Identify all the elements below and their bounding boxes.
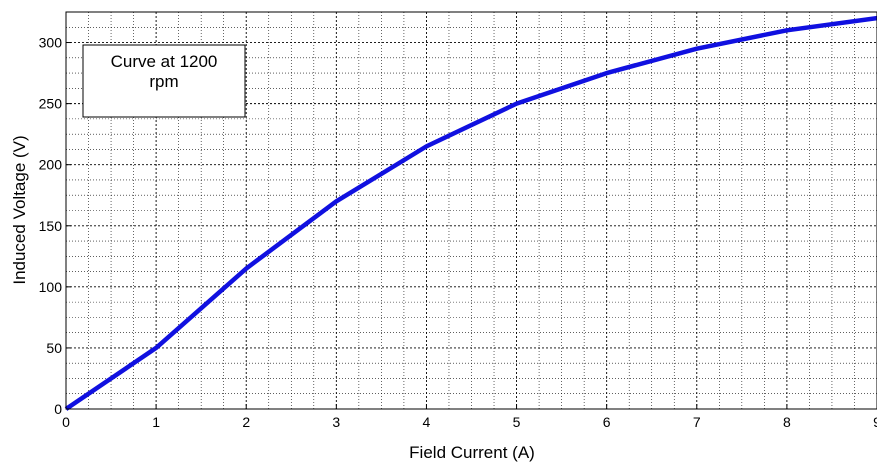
annotation-box: Curve at 1200 rpm <box>82 44 246 118</box>
y-tick-label: 50 <box>46 340 62 356</box>
x-tick-label: 4 <box>423 414 431 430</box>
x-tick-label: 0 <box>62 414 70 430</box>
x-tick-label: 8 <box>783 414 791 430</box>
series-line <box>64 15 877 411</box>
x-tick-label: 6 <box>603 414 611 430</box>
y-tick-label: 150 <box>39 218 63 234</box>
x-axis-label: Field Current (A) <box>409 443 535 462</box>
x-tick-label: 1 <box>152 414 160 430</box>
y-axis-label: Induced Voltage (V) <box>10 135 29 284</box>
plot-frame <box>65 11 877 410</box>
x-tick-label: 2 <box>242 414 250 430</box>
y-tick-label: 0 <box>54 401 62 417</box>
y-tick-label: 300 <box>39 35 63 51</box>
series-layer <box>64 15 877 411</box>
x-tick-label: 9 <box>873 414 877 430</box>
y-axis-ticks: 0 50 100 150 200 250 300 <box>39 35 71 417</box>
y-tick-label: 250 <box>39 96 63 112</box>
x-tick-label: 3 <box>332 414 340 430</box>
annotation-text-line-2: rpm <box>149 72 178 91</box>
x-tick-label: 7 <box>693 414 701 430</box>
y-tick-label: 100 <box>39 279 63 295</box>
x-axis-ticks: 0 1 2 3 4 5 6 7 8 9 <box>62 404 877 430</box>
annotation-text-line-1: Curve at 1200 <box>111 52 218 71</box>
y-tick-label: 200 <box>39 157 63 173</box>
x-tick-label: 5 <box>513 414 521 430</box>
annotation-box-frame <box>82 44 246 118</box>
